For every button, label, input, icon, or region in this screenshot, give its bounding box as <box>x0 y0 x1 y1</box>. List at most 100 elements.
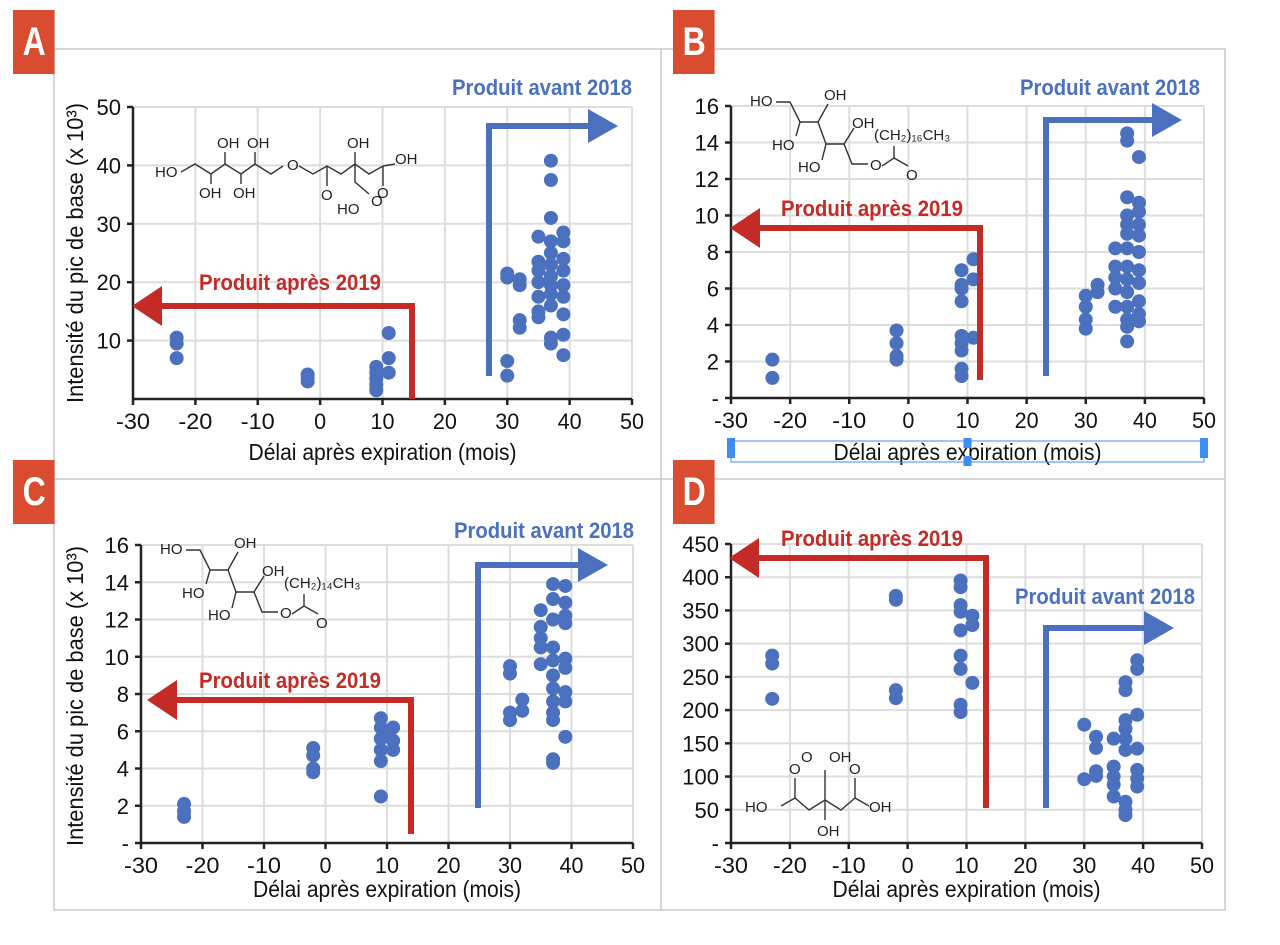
data-point <box>1089 740 1104 755</box>
molecule-bond <box>205 569 211 585</box>
data-point <box>500 270 515 285</box>
y-tick-label: 250 <box>682 665 719 690</box>
data-point <box>1090 285 1105 300</box>
data-point <box>1120 259 1135 274</box>
arrow-before-line <box>1043 625 1154 808</box>
data-point <box>1120 299 1135 314</box>
molecule-bond <box>186 549 239 571</box>
arrow-before-line <box>1043 117 1162 376</box>
data-point <box>543 210 558 225</box>
molecule-atom-label: OH <box>869 799 892 816</box>
gridlines <box>133 106 633 399</box>
molecule-atom-label: OH <box>233 185 256 202</box>
data-point <box>381 365 396 380</box>
molecule-atom-label: O <box>371 193 383 210</box>
x-tick-label: -30 <box>116 409 150 434</box>
data-point <box>889 352 904 367</box>
molecule-bond <box>795 121 801 137</box>
annotation-arrows <box>132 109 618 399</box>
molecule-bond <box>881 157 909 167</box>
data-point <box>558 729 573 744</box>
y-axis-label: Intensité du pic de base (x 10³) <box>62 546 88 846</box>
annotation-before: Produit avant 2018 <box>454 518 634 543</box>
data-point <box>1118 731 1133 746</box>
selection-handle <box>963 456 972 466</box>
molecule-atom-label: O <box>316 615 328 632</box>
data-point <box>543 153 558 168</box>
molecule-atom-label: O <box>789 761 801 778</box>
data-point <box>543 286 558 301</box>
data-point <box>533 657 548 672</box>
panel-label-c: C <box>13 460 55 524</box>
x-tick-label: 40 <box>560 853 584 878</box>
molecule-bond <box>354 164 370 195</box>
data-point <box>1131 294 1146 309</box>
annotation-before: Produit avant 2018 <box>1020 75 1200 100</box>
selection-handle <box>1200 438 1208 448</box>
selection-handles <box>727 438 1208 466</box>
data-point <box>546 612 561 627</box>
data-point <box>515 703 530 718</box>
molecule-atom-label: OH <box>234 535 257 552</box>
molecule-atom-label: O <box>280 605 292 622</box>
molecule-atom-label: HO <box>160 541 183 558</box>
data-point <box>556 278 571 293</box>
tick-labels: -30 -20 -10 0 10 20 30 40 50 - 2 4 6 8 10 12 14 16 <box>105 533 645 878</box>
tick-labels: -30 -20 -10 0 10 20 30 40 50 - 50 100 150 200 250 300 35… <box>682 532 1214 878</box>
data-point <box>953 604 968 619</box>
axes <box>725 542 1204 849</box>
data-point <box>531 263 546 278</box>
y-tick-label: 30 <box>97 212 121 237</box>
y-tick-label: 8 <box>117 682 129 707</box>
data-point <box>558 578 573 593</box>
annotation-arrows <box>147 548 608 834</box>
annotation-before: Produit avant 2018 <box>1015 584 1195 609</box>
data-point <box>512 278 527 293</box>
data-point <box>169 336 184 351</box>
molecule-atom-label: O <box>377 185 389 202</box>
data-point <box>546 640 561 655</box>
data-point <box>966 272 981 287</box>
y-tick-label: 100 <box>682 765 719 790</box>
data-point <box>765 691 780 706</box>
data-point <box>1108 259 1123 274</box>
data-point <box>546 755 561 770</box>
data-point <box>381 351 396 366</box>
arrow-right-icon <box>588 109 618 143</box>
molecule-bonds <box>776 101 909 167</box>
data-point <box>1131 245 1146 259</box>
data-point <box>1089 729 1104 744</box>
data-point <box>500 368 515 383</box>
data-point <box>503 666 517 681</box>
molecule-atom-label: OH <box>199 185 222 202</box>
y-tick-label: 10 <box>97 329 121 354</box>
panel-label-b: B <box>673 10 715 74</box>
data-point <box>546 694 561 709</box>
annotation-after: Produit après 2019 <box>781 526 963 551</box>
data-point <box>1120 272 1135 287</box>
data-point <box>1131 150 1146 165</box>
data-point <box>512 320 527 335</box>
y-tick-label: 200 <box>682 698 719 723</box>
data-point <box>1118 683 1133 698</box>
arrow-after-line <box>152 303 415 399</box>
data-point <box>1131 263 1146 278</box>
x-tick-label: 30 <box>1074 408 1098 433</box>
y-tick-label: 16 <box>695 94 719 119</box>
x-tick-label: -20 <box>773 853 807 878</box>
data-point <box>953 648 968 663</box>
data-point <box>1118 742 1133 757</box>
data-point <box>1131 217 1146 232</box>
data-point <box>765 656 780 671</box>
data-point <box>533 640 548 655</box>
y-tick-label: 14 <box>105 570 129 595</box>
data-point <box>888 592 903 607</box>
molecule-atom-label: HO <box>208 607 231 624</box>
molecule-bond <box>231 591 237 609</box>
arrow-before-line <box>475 562 588 808</box>
molecule-atom-label: O <box>870 157 882 174</box>
data-point <box>373 789 388 804</box>
